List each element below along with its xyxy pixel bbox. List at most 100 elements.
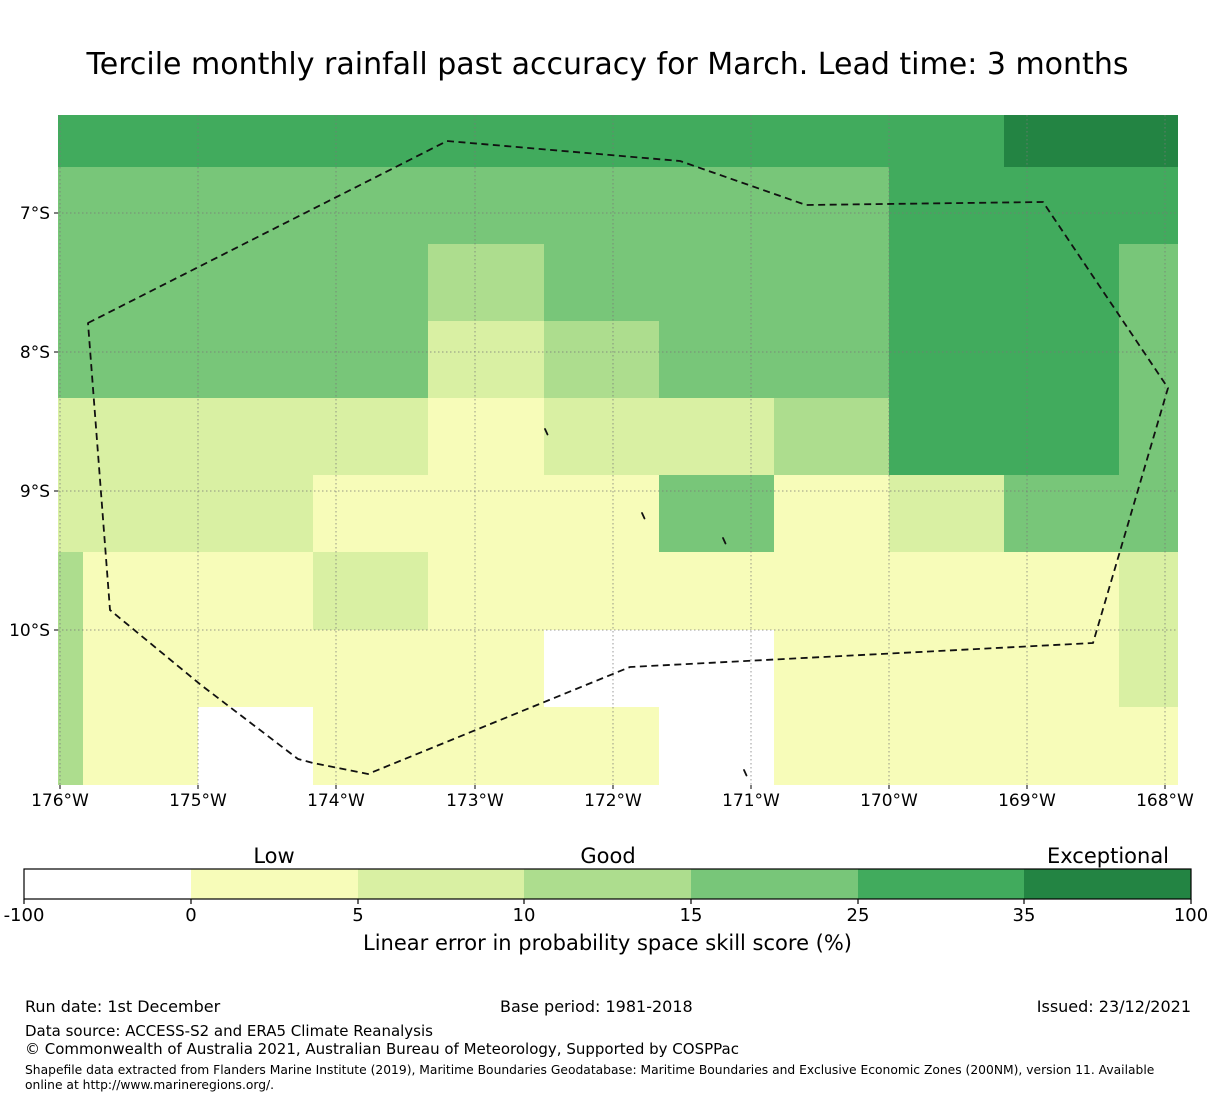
map-cell (313, 552, 428, 630)
map-cell (1004, 398, 1119, 475)
y-tick-label: 9°S (20, 482, 50, 502)
x-tick-label: 169°W (998, 791, 1056, 811)
map-cell (659, 398, 774, 475)
map-cell (198, 475, 313, 552)
map-cell (889, 321, 1004, 398)
map-cell (198, 707, 313, 785)
x-tick-label: 175°W (169, 791, 227, 811)
map-cell (1004, 552, 1119, 630)
map-cell (544, 475, 659, 552)
map-cell (58, 167, 83, 244)
map-cell (659, 475, 774, 552)
map-cell (659, 552, 774, 630)
map-cell (83, 707, 198, 785)
map-cell (83, 398, 198, 475)
colorbar-axis-label: Linear error in probability space skill … (363, 931, 852, 955)
map-cell (774, 552, 889, 630)
map-cell (428, 321, 544, 398)
map-cell (544, 321, 659, 398)
map-cell (1004, 167, 1119, 244)
map-cell (428, 475, 544, 552)
map-cell (428, 115, 544, 167)
map-cell (774, 398, 889, 475)
colorbar-segment (24, 869, 191, 899)
map-cell (313, 630, 428, 707)
x-tick-label: 170°W (860, 791, 918, 811)
x-tick-label: 176°W (31, 791, 89, 811)
colorbar-segment (1024, 869, 1191, 899)
copyright-label: © Commonwealth of Australia 2021, Austra… (25, 1040, 739, 1058)
map-cell (198, 167, 313, 244)
issued-date-label: Issued: 23/12/2021 (1036, 997, 1191, 1016)
map-cell (889, 167, 1004, 244)
map-cell (83, 115, 198, 167)
colorbar-category-label: Low (253, 844, 294, 868)
map-cell (544, 398, 659, 475)
map-cell (83, 244, 198, 321)
colorbar-segment (358, 869, 524, 899)
colorbar-segment (524, 869, 691, 899)
map-cell (198, 321, 313, 398)
island-mark (544, 428, 549, 436)
map-cell (889, 707, 1004, 785)
map-cell (58, 321, 83, 398)
x-tick-label: 171°W (722, 791, 780, 811)
map-cell (313, 398, 428, 475)
colorbar-segment (191, 869, 358, 899)
colorbar-tick-label: 25 (847, 905, 870, 926)
map-cell (313, 707, 428, 785)
colorbar-outline (23, 868, 1192, 900)
map-cell (313, 244, 428, 321)
colorbar-segment (691, 869, 858, 899)
x-tick-label: 172°W (584, 791, 642, 811)
eez-boundary (87, 140, 1169, 775)
map-cell (1004, 630, 1119, 707)
base-period-label: Base period: 1981-2018 (500, 997, 693, 1016)
map-cell (659, 115, 774, 167)
map-cell (544, 115, 659, 167)
map-cell (544, 552, 659, 630)
map-cell (198, 630, 313, 707)
map-cell (544, 630, 659, 707)
map-cell (659, 244, 774, 321)
map-cell (428, 707, 544, 785)
map-cell (58, 115, 83, 167)
colorbar-tick-label: 5 (352, 905, 363, 926)
map-cell (889, 475, 1004, 552)
map-cell (774, 244, 889, 321)
map-cell (1119, 707, 1178, 785)
colorbar-tick-label: 100 (1174, 905, 1208, 926)
map-cell (428, 552, 544, 630)
colorbar-tick-label: 15 (680, 905, 703, 926)
x-tick-label: 168°W (1136, 791, 1194, 811)
map-cell (774, 707, 889, 785)
map-cell (659, 167, 774, 244)
run-date-label: Run date: 1st December (25, 997, 221, 1016)
map-cell (313, 115, 428, 167)
island-mark (722, 537, 727, 545)
colorbar-tick-label: 35 (1013, 905, 1036, 926)
y-tick-label: 7°S (20, 204, 50, 224)
map-cell (83, 552, 198, 630)
x-tick-label: 173°W (446, 791, 504, 811)
map-cell (58, 630, 83, 707)
map-cell (1119, 167, 1178, 244)
island-mark (641, 512, 646, 520)
map-cell (58, 398, 83, 475)
map-cell (58, 707, 83, 785)
map-cell (198, 244, 313, 321)
map-cell (1119, 115, 1178, 167)
map-cell (198, 552, 313, 630)
y-tick-label: 10°S (9, 621, 50, 641)
map-cell (1004, 475, 1119, 552)
map-cell (1004, 321, 1119, 398)
map-cell (774, 475, 889, 552)
map-cell (198, 115, 313, 167)
colorbar-category-label: Good (580, 844, 635, 868)
map-cell (58, 552, 83, 630)
data-source-label: Data source: ACCESS-S2 and ERA5 Climate … (25, 1022, 433, 1040)
map-cell (544, 707, 659, 785)
map-cell (83, 321, 198, 398)
